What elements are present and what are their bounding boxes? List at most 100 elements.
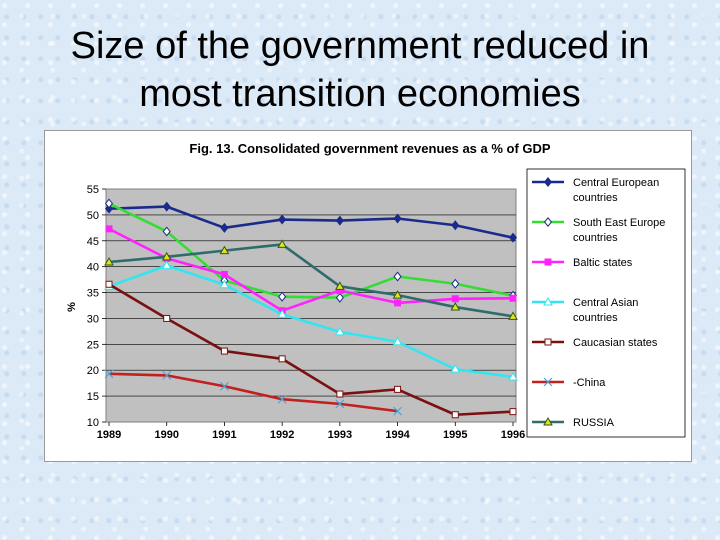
series-line [108,283,514,417]
data-point [162,226,171,237]
data-point [278,214,287,225]
slide-title-line-2: most transition economies [139,73,581,115]
marker-x-stroke [162,370,172,380]
data-point [335,399,345,409]
legend-label: Central European countries [573,177,659,204]
legend-label: RUSSIA [573,417,615,429]
series-1 [104,201,518,243]
x-tick-label: 1994 [385,429,410,441]
data-point [219,245,230,255]
legend-label: Baltic states [573,257,633,269]
data-point [450,364,461,373]
data-point [509,294,517,302]
legend-item: Central European countries [532,177,659,204]
slide-title: Size of the government reduced in most t… [0,22,720,118]
y-axis-label: % [66,302,78,312]
marker-x-stroke [335,399,345,409]
data-point [220,381,229,391]
legend-swatch-marker [544,338,552,346]
legend-item: Caucasian states [532,337,658,349]
legend-swatch-marker [544,258,552,266]
data-point [335,215,344,226]
legend: Central European countries South East Euro… [532,177,665,429]
series-4 [104,260,518,381]
legend-swatch-marker [543,296,553,306]
series-line [108,227,514,312]
legend-label: Caucasian states [573,337,658,349]
data-point [451,220,460,231]
marker-x-stroke [104,369,114,379]
data-point [393,271,402,282]
y-tick-label: 15 [87,391,99,403]
data-point [278,355,286,363]
data-point [392,290,403,299]
legend-swatch-marker [543,377,553,387]
legend-item: Central Asian countries [532,296,638,324]
marker-x-stroke [543,377,553,387]
data-point [392,336,403,346]
legend-item: -China [532,377,606,389]
x-tick-label: 1989 [97,429,121,441]
x-tick-label: 1996 [501,429,525,441]
series-line [108,205,514,239]
data-point [277,239,288,248]
y-tick-label: 20 [87,365,99,377]
data-point [162,370,172,380]
data-point [508,371,518,381]
data-point [393,213,402,224]
data-point [451,411,459,419]
data-point [104,203,114,214]
legend-label: -China [573,377,606,389]
legend-item: RUSSIA [532,416,615,429]
data-point [277,309,288,318]
data-point [163,314,171,322]
data-point [105,280,113,288]
x-tick-label: 1993 [328,429,352,441]
data-point [450,302,461,311]
series-line [108,243,514,318]
slide-title-line-1: Size of the government reduced in [70,25,650,67]
data-point [335,292,344,303]
data-point [334,326,345,336]
legend-swatch-marker [543,177,553,187]
marker-x-stroke [393,406,402,416]
data-point [393,406,402,416]
data-point [220,347,228,355]
y-tick-label: 25 [87,339,99,351]
legend-item: South East Europe countries [532,217,665,244]
x-tick-label: 1991 [212,429,236,441]
data-point [277,394,287,404]
series-line [108,264,514,379]
y-tick-label: 35 [87,288,99,300]
chart-title: Fig. 13. Consolidated government revenue… [189,141,551,156]
data-point [334,281,345,290]
data-point [162,201,171,212]
data-point [508,311,518,320]
y-tick-label: 50 [87,210,99,222]
legend-swatch-marker [543,217,553,227]
x-tick-label: 1992 [270,429,294,441]
data-point [220,270,228,278]
data-point [219,279,230,289]
y-tick-label: 55 [87,184,99,196]
line-chart: Fig. 13. Consolidated government revenue… [66,141,686,441]
marker-x-stroke [220,381,229,391]
marker-x-stroke [277,394,287,404]
data-point [161,251,172,261]
x-tick-label: 1990 [154,429,178,441]
data-point [451,295,459,303]
y-tick-label: 30 [87,313,99,325]
legend-label: Central Asian countries [573,297,638,324]
legend-swatch-marker [543,416,553,426]
data-point [104,198,114,209]
data-point [220,222,229,233]
series-7 [104,239,518,320]
series-5 [105,280,517,419]
series-group [104,198,518,419]
legend-label: South East Europe countries [573,217,665,244]
data-point [104,369,114,379]
data-point [104,256,114,266]
data-point [509,408,517,416]
axes: 10 15 20 25 30 35 40 45 50 55 1989 1990 1991 1992 1993… [87,184,525,441]
series-line [108,372,398,413]
